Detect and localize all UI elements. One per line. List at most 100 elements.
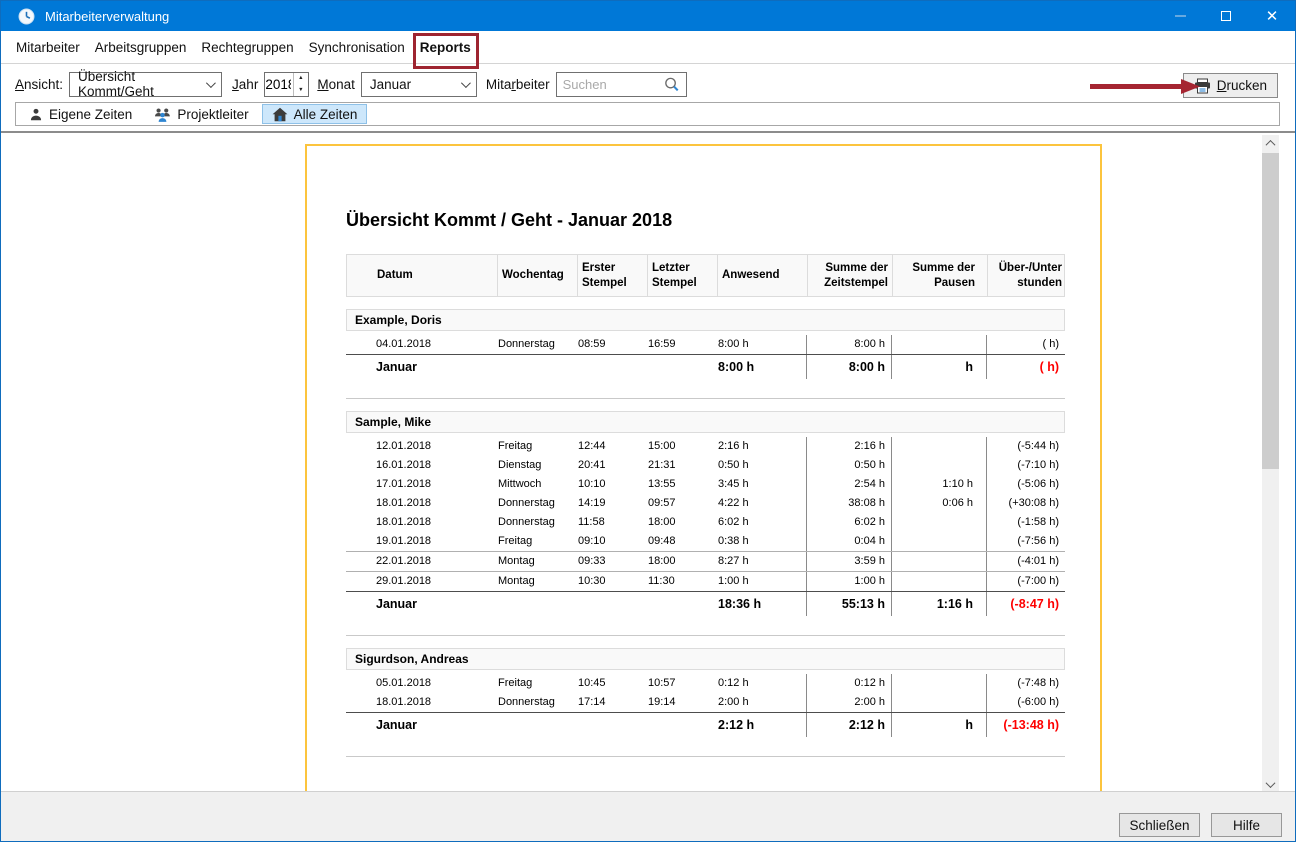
cell-zeitstempel: 6:02 h [806, 513, 891, 532]
cell-erster: 08:59 [578, 338, 606, 350]
cell-datum: 22.01.2018 [376, 555, 432, 567]
cell-letzter: 09:48 [648, 535, 676, 547]
cell-ueberstunden: (-5:44 h) [986, 437, 1065, 456]
cell-erster: 09:10 [578, 535, 606, 547]
cell-wochentag: Freitag [498, 535, 533, 547]
cell-anwesend: 3:45 h [718, 478, 749, 490]
cell-pausen [891, 532, 986, 551]
cell-erster: 10:45 [578, 677, 606, 689]
spin-down-icon[interactable]: ▼ [298, 86, 304, 93]
hilfe-button[interactable]: Hilfe [1211, 813, 1282, 837]
monat-label: Monat [317, 76, 355, 92]
cell-letzter: 11:30 [648, 575, 675, 587]
total-ueberstunden: (-13:48 h) [986, 713, 1065, 737]
cell-zeitstempel: 8:00 h [806, 335, 891, 354]
cell-datum: 17.01.2018 [376, 478, 432, 490]
monat-combobox[interactable]: Januar [360, 71, 477, 97]
total-letzter [646, 355, 716, 379]
cell-pausen [891, 674, 986, 693]
drucken-button[interactable]: Drucken [1182, 73, 1278, 98]
menu-bar: Mitarbeiter Arbeitsgruppen Rechtegruppen Sy… [1, 31, 1295, 69]
tab-projektleiter[interactable]: Projektleiter [145, 104, 257, 124]
section-total-row: Januar 2:12 h 2:12 h h (-13:48 h) [346, 712, 1065, 737]
scrollbar-thumb[interactable] [1262, 153, 1279, 469]
cell-anwesend: 0:12 h [718, 677, 749, 689]
cell-wochentag: Donnerstag [498, 338, 555, 350]
cell-datum: 18.01.2018 [376, 696, 432, 708]
cell-pausen: 1:10 h [891, 475, 986, 494]
report-header-row: Datum Wochentag Erster Stempel Letzter Stem… [346, 254, 1065, 297]
tab-label: Alle Zeiten [293, 106, 358, 122]
menu-item-synchronisation[interactable]: Synchronisation [308, 39, 405, 55]
report-row: 18.01.2018 Donnerstag 17:14 19:14 2:00 h 2:00… [346, 693, 1065, 712]
total-letzter [646, 592, 716, 616]
ansicht-value: Übersicht Kommt/Geht [78, 69, 154, 99]
cell-zeitstempel: 3:59 h [806, 552, 891, 571]
jahr-spinner[interactable]: ▲ ▼ [264, 71, 310, 97]
cell-ueberstunden: (-6:00 h) [986, 693, 1065, 712]
maximize-button[interactable] [1203, 1, 1249, 31]
menu-item-arbeitsgruppen[interactable]: Arbeitsgruppen [94, 39, 187, 55]
report-row: 19.01.2018 Freitag 09:10 09:48 0:38 h 0:04 h (… [346, 532, 1065, 551]
cell-ueberstunden: (-7:10 h) [986, 456, 1065, 475]
view-tabs: Eigene Zeiten Projektleiter Alle Zeiten [15, 102, 1280, 126]
cell-datum: 29.01.2018 [376, 575, 432, 587]
cell-datum: 12.01.2018 [376, 440, 432, 452]
cell-wochentag: Freitag [498, 677, 533, 689]
cell-zeitstempel: 2:16 h [806, 437, 891, 456]
cell-pausen [891, 456, 986, 475]
ansicht-label: Ansicht: [15, 76, 64, 92]
report-row: 12.01.2018 Freitag 12:44 15:00 2:16 h 2:16 h (… [346, 437, 1065, 456]
title-bar[interactable]: Mitarbeiterverwaltung ✕ [1, 1, 1295, 31]
tab-label: Eigene Zeiten [49, 106, 133, 122]
reports-highlight-box [412, 32, 479, 69]
cell-anwesend: 0:38 h [718, 535, 749, 547]
cell-ueberstunden: ( h) [986, 335, 1065, 354]
cell-zeitstempel: 0:12 h [806, 674, 891, 693]
monat-value: Januar [369, 76, 412, 92]
cell-wochentag: Montag [498, 575, 535, 587]
total-erster [576, 713, 646, 737]
toolbar: Ansicht: Übersicht Kommt/Geht Jahr ▲ ▼ M… [1, 65, 1295, 103]
close-button[interactable]: ✕ [1265, 8, 1279, 25]
cell-datum: 04.01.2018 [376, 338, 432, 350]
cell-datum: 05.01.2018 [376, 677, 432, 689]
cell-wochentag: Donnerstag [498, 696, 555, 708]
tab-label: Projektleiter [177, 106, 249, 122]
total-label: Januar [376, 597, 417, 611]
cell-zeitstempel: 1:00 h [806, 572, 891, 591]
home-icon [272, 107, 287, 121]
menu-item-reports[interactable]: Reports [412, 32, 479, 69]
jahr-input[interactable] [265, 72, 294, 96]
search-input[interactable] [562, 76, 663, 92]
vertical-scrollbar[interactable] [1262, 135, 1279, 793]
person-icon [30, 108, 42, 120]
menu-item-rechtegruppen[interactable]: Rechtegruppen [201, 39, 294, 55]
cell-pausen [891, 335, 986, 354]
scroll-up-icon[interactable] [1262, 135, 1279, 152]
menu-item-mitarbeiter[interactable]: Mitarbeiter [16, 39, 80, 55]
tab-eigene-zeiten[interactable]: Eigene Zeiten [20, 104, 141, 124]
section-divider [346, 756, 1065, 757]
cell-ueberstunden: (-7:48 h) [986, 674, 1065, 693]
total-anwesend: 8:00 h [718, 360, 755, 374]
total-pausen: 1:16 h [891, 592, 986, 616]
report-row: 04.01.2018 Donnerstag 08:59 16:59 8:00 h 8:00… [346, 335, 1065, 354]
cell-pausen [891, 693, 986, 712]
minimize-button[interactable] [1157, 1, 1203, 31]
cell-letzter: 21:31 [648, 459, 676, 471]
column-header-letzter-stempel: Letzter Stempel [647, 255, 717, 296]
report-page: Übersicht Kommt / Geht - Januar 2018 Dat… [305, 144, 1102, 793]
ansicht-combobox[interactable]: Übersicht Kommt/Geht [69, 69, 223, 99]
total-wochentag [496, 592, 576, 616]
spin-up-icon[interactable]: ▲ [298, 75, 304, 82]
cell-zeitstempel: 38:08 h [806, 494, 891, 513]
total-erster [576, 355, 646, 379]
cell-erster: 20:41 [578, 459, 606, 471]
cell-ueberstunden: (-4:01 h) [986, 552, 1065, 571]
tab-alle-zeiten[interactable]: Alle Zeiten [261, 104, 368, 124]
cell-wochentag: Montag [498, 555, 535, 567]
cell-pausen [891, 437, 986, 456]
schliessen-button[interactable]: Schließen [1119, 813, 1200, 837]
mitarbeiter-search[interactable] [555, 71, 687, 97]
